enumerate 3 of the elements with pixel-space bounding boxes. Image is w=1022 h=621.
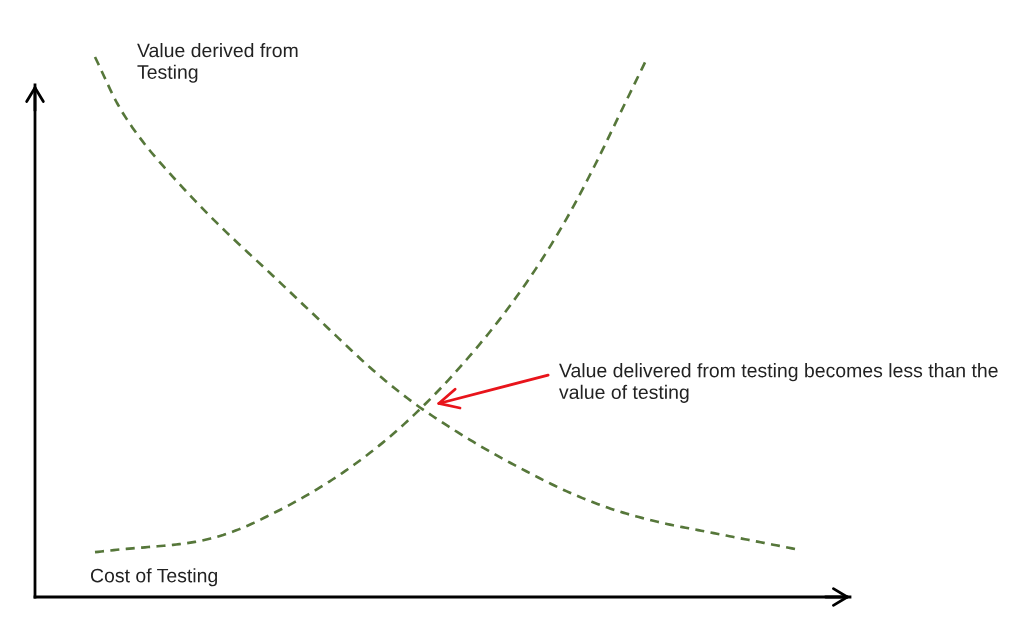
annotation: Value delivered from testing becomes less than the value of testing (559, 363, 998, 403)
series-label: Value derived from Testing (137, 43, 298, 83)
series-label: Cost of Testing (90, 568, 218, 587)
